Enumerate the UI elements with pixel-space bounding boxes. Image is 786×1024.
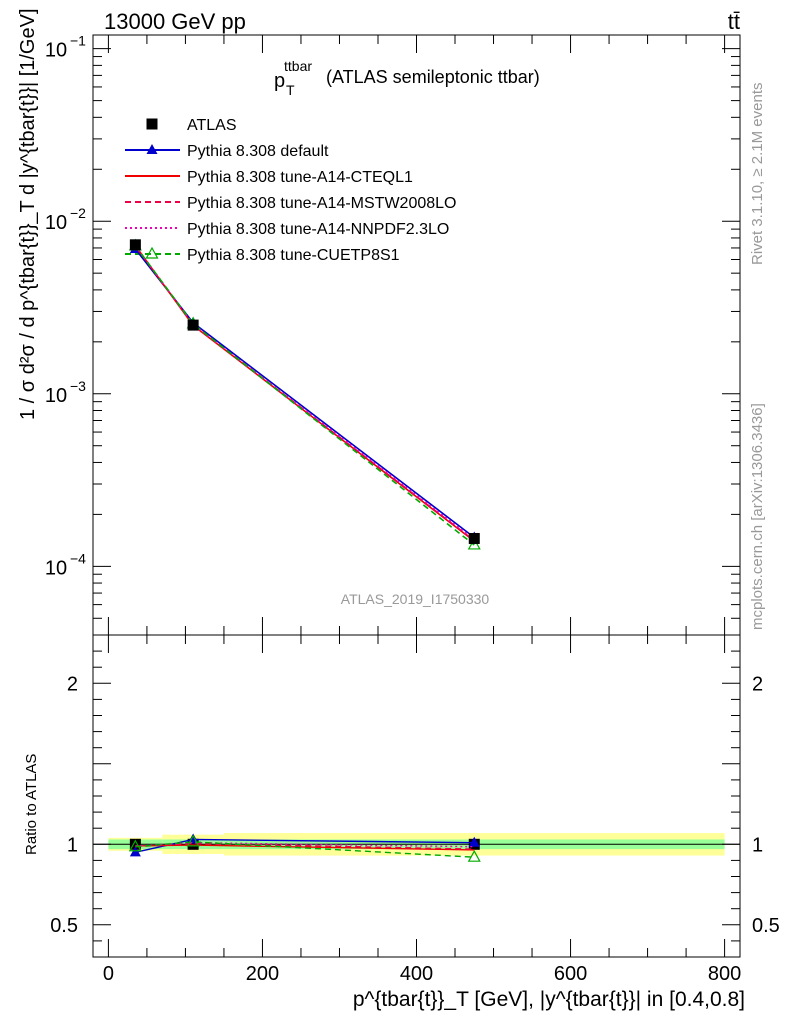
data-point [129, 239, 141, 251]
ratio-y-tick-label: 1 [67, 834, 78, 856]
ratio-data-point [128, 839, 142, 852]
ratio-ylabel-text: Ratio to ATLAS [23, 754, 40, 855]
ratio-data-point [467, 849, 481, 862]
series-line [134, 245, 475, 542]
source-label: mcplots.cern.ch [arXiv:1306.3436] [749, 403, 766, 630]
ratio-series-line [135, 841, 475, 848]
plot-title: p [274, 70, 285, 92]
ratio-data-point [129, 846, 141, 857]
legend-label: Pythia 8.308 tune-A14-MSTW2008LO [187, 195, 456, 212]
x-tick-label: 800 [708, 963, 741, 985]
legend-label: Pythia 8.308 tune-A14-NNPDF2.3LO [187, 221, 449, 238]
analysis-label: ATLAS_2019_I1750330 [341, 591, 490, 607]
series-line [134, 248, 475, 539]
main-y-tick-exponent: −2 [70, 205, 86, 221]
main-ylabel-text: 1 / σ d²σ / d p^{tbar{t}}_T d |y^{tbar{t… [17, 8, 39, 420]
ratio-data-point [468, 836, 480, 847]
ratio-y-tick-label-right: 1 [752, 834, 763, 856]
series-line [134, 245, 475, 541]
legend-marker [146, 144, 158, 154]
plot-title-sub: T [286, 82, 295, 98]
ratio-axis-ticks: 0.5 0.5 1 1 2 2 0 200 400 600 800 [50, 635, 780, 985]
main-y-tick-label: 10 [45, 385, 67, 407]
data-point [468, 532, 480, 544]
legend-label: Pythia 8.308 tune-A14-CTEQL1 [187, 169, 413, 186]
main-y-tick-label: 10 [45, 557, 67, 579]
x-axis-label: p^{tbar{t}}_T [GeV], |y^{tbar{t}}| in [0… [353, 988, 745, 1011]
ratio-panel-frame [92, 634, 741, 958]
process-label: tt̄ [728, 9, 740, 34]
series-line [134, 245, 475, 546]
series-line [134, 245, 475, 542]
ratio-y-tick-label: 2 [67, 673, 78, 695]
plot-title-sup: ttbar [284, 58, 312, 74]
x-tick-label: 600 [554, 963, 587, 985]
ratio-data-point [129, 838, 141, 850]
ratio-y-tick-label-right: 0.5 [752, 915, 780, 937]
ratio-series-line [135, 844, 475, 851]
legend-label: ATLAS [187, 117, 237, 134]
main-y-tick-exponent: −1 [70, 33, 86, 49]
data-point [187, 319, 199, 331]
main-y-tick-label: 10 [45, 212, 67, 234]
legend: ATLAS Pythia 8.308 default Pythia 8.308 tu… [125, 117, 456, 264]
main-y-tick-exponent: −3 [70, 378, 86, 394]
plot-title-main: p [274, 70, 285, 92]
legend-marker [145, 246, 159, 259]
ratio-y-axis-label: Ratio to ATLAS [23, 754, 40, 855]
legend-marker [146, 118, 158, 130]
ratio-series-line [135, 841, 475, 858]
ratio-series-line [135, 842, 475, 850]
ratio-data-point [186, 834, 200, 847]
rivet-label: Rivet 3.1.10, ≥ 2.1M events [749, 83, 766, 266]
main-y-tick-exponent: −4 [70, 550, 86, 566]
energy-label: 13000 GeV pp [104, 9, 246, 34]
main-y-tick-label: 10 [45, 40, 67, 62]
main-y-axis-label: 1 / σ d²σ / d p^{tbar{t}}_T d |y^{tbar{t… [17, 8, 39, 420]
x-tick-label: 200 [246, 963, 279, 985]
ratio-series-group [128, 833, 481, 862]
plot-title-rest: (ATLAS semileptonic ttbar) [326, 67, 540, 87]
ratio-y-tick-label: 0.5 [50, 915, 78, 937]
ratio-y-tick-label-right: 2 [752, 673, 763, 695]
legend-label: Pythia 8.308 default [187, 143, 329, 160]
ratio-data-point [187, 838, 199, 850]
x-tick-label: 0 [103, 963, 114, 985]
main-axis-ticks: 10−410−310−210−1 [45, 33, 740, 636]
x-tick-label: 400 [400, 963, 433, 985]
legend-label: Pythia 8.308 tune-CUETP8S1 [187, 247, 400, 264]
main-series-group [128, 238, 481, 550]
